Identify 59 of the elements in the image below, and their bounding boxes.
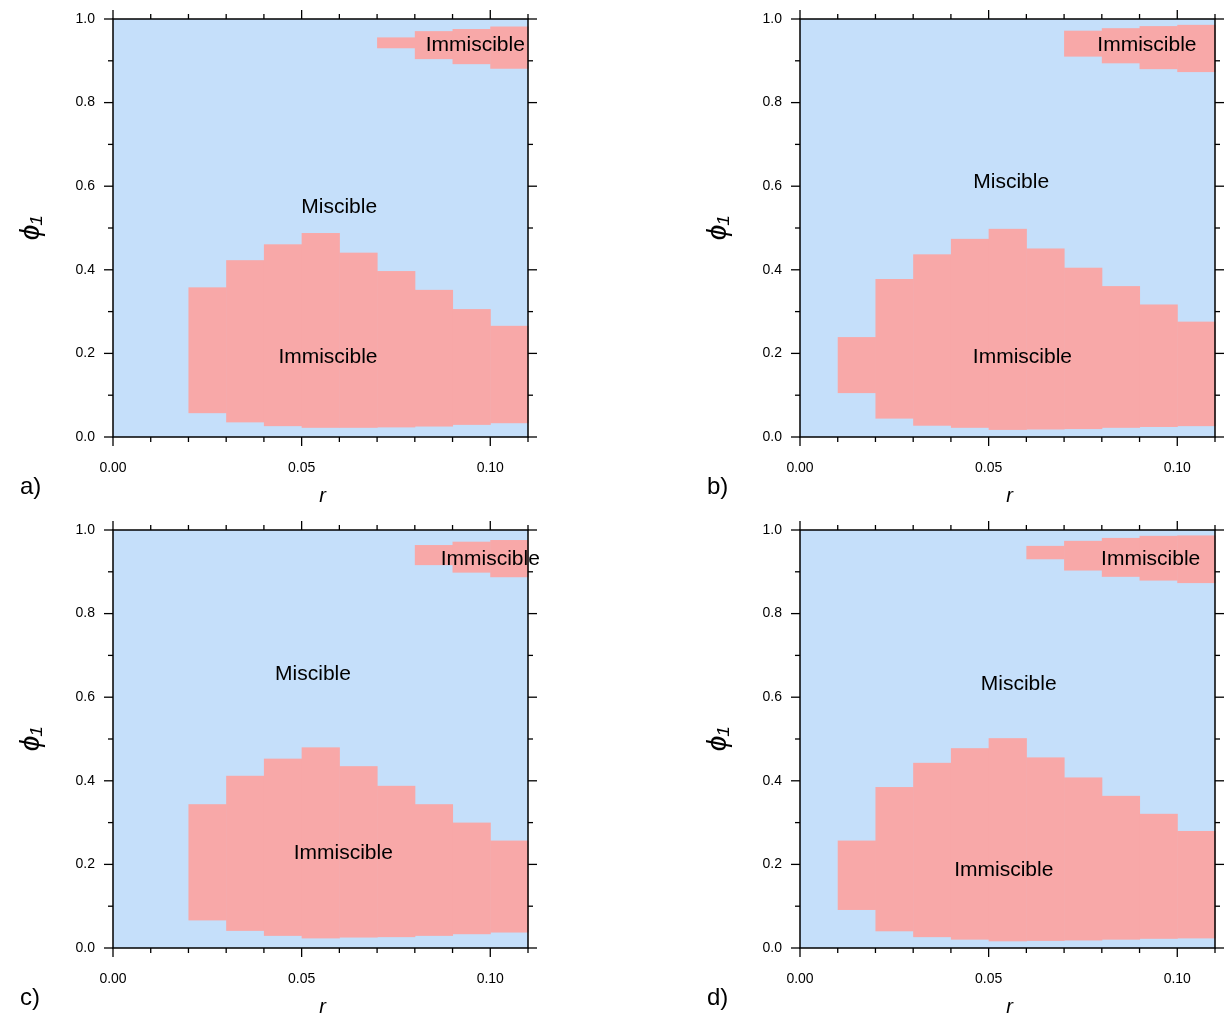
y-tick-label: 0.4 [762,771,783,788]
y-tick-label: 0.2 [762,855,783,872]
text: c) [20,983,40,1010]
x-tick-label: 0.00 [99,459,127,475]
y-tick-label: 1.0 [762,9,783,26]
x-tick-label: 0.10 [476,459,505,475]
x-tick-label: 0.10 [476,970,505,986]
y-tick-label: 1.0 [75,520,96,537]
series-label: Immiscible [278,344,378,368]
y-tick-label: 0.8 [762,93,783,110]
x-tick-label: 0.05 [975,459,1003,475]
series-label: Immiscible [293,840,393,864]
x-tick-label: 0.05 [975,970,1003,986]
band-label: Miscible [275,660,351,684]
y-tick-label: 0.8 [75,604,96,621]
x-tick-label: 0.00 [786,459,814,475]
y-tick-label: 0.6 [762,176,783,193]
y-tick-label: 0.0 [75,427,96,444]
y-tick-label: 0.6 [75,176,96,193]
x-tick-label: 0.10 [1163,459,1192,475]
y-tick-label: 0.0 [75,938,96,955]
y-tick-label: 0.4 [75,260,96,277]
y-tick-label: 0.8 [762,604,783,621]
x-tick-label: 0.00 [786,970,814,986]
series-label: Immiscible [425,32,525,56]
y-tick-label: 0.8 [75,93,96,110]
x-axis-title: r [319,995,328,1017]
y-tick-label: 0.4 [762,260,783,277]
y-axis-title: ϕ₁ [14,215,45,241]
y-tick-label: 0.6 [762,687,783,704]
y-axis-title: ϕ₁ [701,215,732,241]
series-label: Immiscible [1097,32,1197,56]
x-axis-title: r [319,484,328,506]
y-tick-label: 1.0 [75,9,96,26]
y-tick-label: 0.2 [75,344,96,361]
y-tick-label: 0.0 [762,938,783,955]
x-axis-title: r [1006,484,1015,506]
band-label: Miscible [973,168,1050,192]
x-tick-label: 0.05 [288,459,316,475]
x-tick-label: 0.00 [99,970,127,986]
y-tick-label: 0.2 [75,855,96,872]
x-tick-label: 0.10 [1163,970,1192,986]
y-tick-label: 0.4 [75,771,96,788]
band-label: Miscible [980,671,1057,695]
series-label: Immiscible [972,344,1073,368]
y-axis-title: ϕ₁ [701,726,732,752]
text: b) [707,472,729,499]
band-label: Miscible [301,193,378,217]
y-tick-label: 0.0 [762,427,783,444]
y-tick-label: 0.6 [75,687,96,704]
y-tick-label: 1.0 [762,520,783,537]
text: a) [20,472,42,499]
x-axis-title: r [1006,995,1015,1017]
series-label: Immiscible [1101,545,1201,569]
x-tick-label: 0.05 [288,970,316,986]
y-tick-label: 0.2 [762,344,783,361]
y-axis-title: ϕ₁ [14,726,45,752]
text: d) [707,983,729,1010]
series-label: Immiscible [954,857,1054,881]
